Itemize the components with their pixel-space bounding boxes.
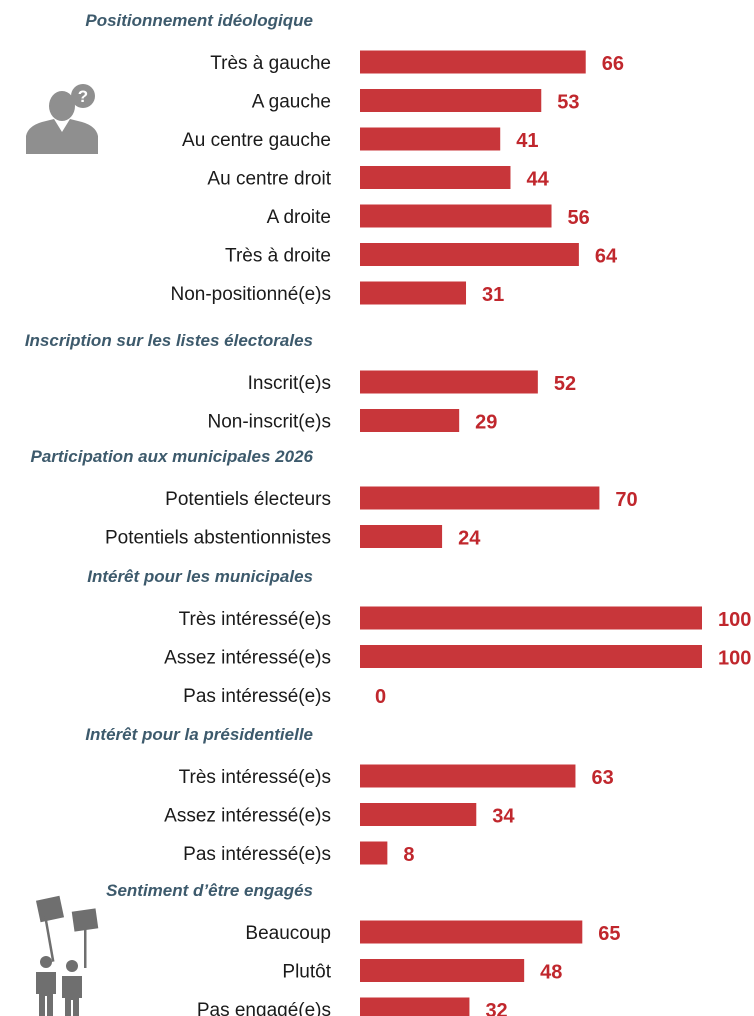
category-label: Au centre droit bbox=[207, 169, 331, 190]
category-label: A gauche bbox=[252, 92, 331, 113]
category-label: Beaucoup bbox=[245, 923, 331, 944]
category-label: A droite bbox=[267, 207, 331, 228]
bar bbox=[360, 606, 702, 630]
category-label: Inscrit(e)s bbox=[248, 373, 331, 394]
category-label: Potentiels électeurs bbox=[165, 489, 331, 510]
data-label: 34 bbox=[492, 806, 515, 828]
bar bbox=[360, 89, 542, 112]
section-title: Intérêt pour la présidentielle bbox=[85, 725, 313, 744]
data-label: 8 bbox=[403, 844, 414, 866]
bar bbox=[360, 50, 586, 74]
bar bbox=[360, 281, 467, 305]
data-label: 70 bbox=[615, 489, 637, 511]
section-title: Positionnement idéologique bbox=[85, 11, 313, 30]
person-question-icon: ? bbox=[26, 84, 98, 154]
section-title: Intérêt pour les municipales bbox=[87, 567, 313, 586]
category-label: Potentiels abstentionnistes bbox=[105, 528, 331, 549]
data-label: 65 bbox=[598, 923, 620, 945]
section-title: Sentiment d’être engagés bbox=[106, 881, 313, 900]
category-label: Non-inscrit(e)s bbox=[207, 412, 331, 433]
section-title: Inscription sur les listes électorales bbox=[25, 331, 313, 350]
category-label: Assez intéressé(e)s bbox=[164, 648, 331, 669]
bar bbox=[360, 841, 388, 865]
svg-text:?: ? bbox=[78, 87, 88, 106]
bar bbox=[360, 204, 552, 228]
bar bbox=[360, 525, 443, 548]
category-label: Pas intéressé(e)s bbox=[183, 844, 331, 865]
data-label: 24 bbox=[458, 528, 481, 550]
bar bbox=[360, 370, 538, 394]
data-label: 56 bbox=[568, 207, 590, 229]
bar bbox=[360, 486, 600, 510]
data-label: 63 bbox=[591, 767, 613, 789]
bar bbox=[360, 997, 470, 1016]
category-label: Plutôt bbox=[282, 962, 331, 983]
category-label: Au centre gauche bbox=[182, 130, 331, 151]
category-label: Pas engagé(e)s bbox=[197, 1000, 331, 1016]
bar bbox=[360, 166, 511, 189]
category-label: Très à gauche bbox=[210, 53, 331, 74]
bar bbox=[360, 243, 579, 266]
section-title: Participation aux municipales 2026 bbox=[30, 447, 313, 466]
data-label: 32 bbox=[485, 1000, 507, 1016]
bar bbox=[360, 803, 477, 826]
data-label: 0 bbox=[375, 686, 386, 708]
category-label: Très à droite bbox=[225, 246, 331, 267]
data-label: 48 bbox=[540, 962, 562, 984]
bar bbox=[360, 645, 702, 668]
data-label: 66 bbox=[602, 53, 624, 75]
bar bbox=[360, 959, 525, 982]
data-label: 100 bbox=[718, 648, 751, 670]
data-label: 31 bbox=[482, 284, 504, 306]
data-label: 52 bbox=[554, 373, 576, 395]
bar bbox=[360, 409, 460, 432]
data-label: 53 bbox=[557, 92, 579, 114]
data-label: 29 bbox=[475, 412, 497, 434]
category-label: Pas intéressé(e)s bbox=[183, 686, 331, 707]
bar bbox=[360, 920, 583, 944]
category-label: Très intéressé(e)s bbox=[179, 767, 331, 788]
data-label: 44 bbox=[526, 169, 549, 191]
data-label: 64 bbox=[595, 246, 618, 268]
bar bbox=[360, 764, 576, 788]
category-label: Non-positionné(e)s bbox=[170, 284, 331, 305]
bar bbox=[360, 127, 501, 151]
category-label: Très intéressé(e)s bbox=[179, 609, 331, 630]
data-label: 100 bbox=[718, 609, 751, 631]
protesters-icon bbox=[35, 895, 99, 1016]
category-label: Assez intéressé(e)s bbox=[164, 806, 331, 827]
data-label: 41 bbox=[516, 130, 538, 152]
